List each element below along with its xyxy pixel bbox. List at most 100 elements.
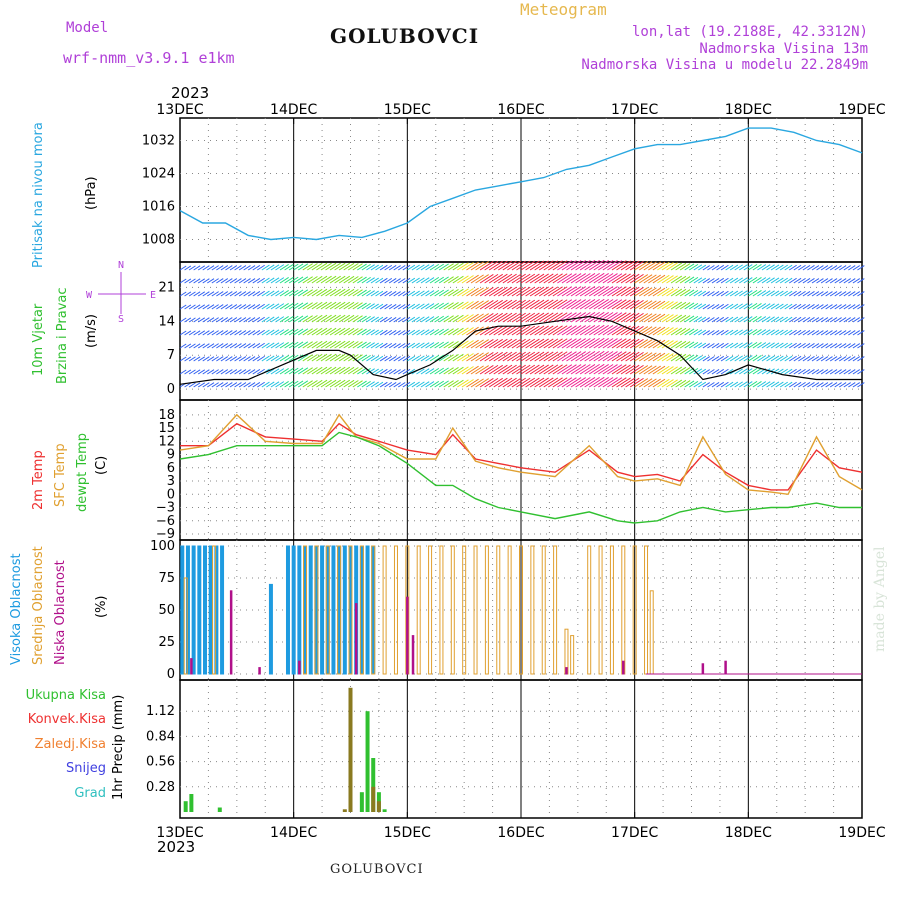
wind-barb [493, 364, 508, 375]
wind-barb [316, 340, 328, 349]
wind-barb [729, 355, 739, 362]
wind-barb [434, 380, 445, 388]
wind-barb [216, 356, 224, 362]
wind-barb [711, 317, 720, 323]
wind-barb [361, 276, 371, 284]
wind-barb [607, 286, 623, 297]
wind-barb [675, 340, 687, 349]
wind-barb [247, 382, 256, 388]
mid-cloud-bar [496, 545, 501, 675]
wind-barb [275, 264, 285, 271]
wind-barb [361, 289, 371, 297]
wind-barb [393, 278, 401, 284]
wind-barb [188, 330, 196, 336]
wind-barb [466, 339, 479, 349]
wind-barb [479, 352, 494, 362]
wind-barb [507, 351, 522, 362]
wind-barb [507, 364, 522, 375]
wind-barb [552, 312, 568, 323]
wind-unit: (m/s) [84, 314, 99, 348]
x-tick-label-top: 14DEC [270, 102, 317, 118]
wind-barb [275, 329, 285, 336]
wind-barb [598, 338, 614, 349]
wind-barb [443, 328, 454, 336]
wind-barb [707, 304, 715, 310]
wind-barb [707, 265, 715, 271]
wind-barb [716, 316, 725, 323]
y-tick-label: 1008 [142, 233, 175, 248]
wind-barb [666, 262, 678, 271]
wind-barb [802, 265, 811, 271]
wind-barb [247, 304, 256, 310]
wind-barb [502, 299, 517, 310]
wind-barb [275, 290, 285, 297]
wind-barb [229, 369, 238, 375]
wind-barb [638, 287, 653, 297]
wind-barb [579, 299, 596, 310]
wind-barb [857, 304, 865, 310]
wind-barb [288, 380, 299, 388]
wind-barb [379, 355, 388, 362]
wind-barb [447, 314, 459, 323]
wind-barb [452, 288, 464, 297]
wind-barb [197, 382, 206, 388]
wind-barb [443, 263, 454, 271]
wind-barb [420, 290, 430, 297]
wind-barb [643, 313, 657, 323]
wind-barb [793, 303, 802, 310]
high-cloud-bar [203, 545, 208, 675]
wind-barb [443, 276, 454, 284]
wind-barb [266, 277, 275, 284]
wind-barb [234, 278, 242, 284]
high-cloud-bar [365, 545, 370, 675]
wind-barb [779, 381, 789, 388]
wind-barb [293, 289, 304, 297]
wind-barb [457, 262, 469, 271]
wind-barb [411, 329, 420, 336]
wind-barb [548, 377, 563, 388]
wind-barb [684, 289, 695, 297]
wind-barb [629, 364, 644, 375]
wind-barb [202, 291, 210, 297]
wind-barb [366, 355, 375, 362]
wind-barb [493, 338, 508, 349]
wind-barb [416, 368, 425, 375]
wind-barb [688, 276, 699, 284]
wind-barb [261, 329, 270, 336]
wind-barb [566, 351, 582, 362]
wind-barb [548, 260, 563, 271]
wind-barb [561, 325, 577, 336]
wind-barb [738, 277, 748, 284]
wind-barb [707, 369, 715, 375]
wind-barb [670, 275, 683, 284]
wind-barb [361, 328, 371, 336]
wind-barb [261, 290, 270, 297]
wind-barb [570, 273, 586, 284]
wind-barb [611, 338, 627, 349]
wind-barb [743, 355, 753, 362]
wind-barb [416, 316, 425, 323]
wind-barb [357, 367, 367, 375]
wind-barb [188, 382, 196, 388]
wind-barb [202, 369, 210, 375]
wind-barb [361, 380, 371, 388]
wind-barb [838, 369, 847, 375]
wind-barb [184, 369, 192, 375]
wind-barb [529, 364, 545, 375]
low-cloud-bar [190, 658, 193, 675]
y-tick-label: 0 [167, 667, 175, 682]
wind-barb [593, 337, 609, 349]
wind-barb [320, 327, 332, 336]
wind-barb [752, 381, 762, 388]
wind-barb [529, 273, 545, 284]
wind-barb [325, 327, 337, 336]
wind-barb [584, 324, 600, 336]
wind-barb [652, 378, 666, 388]
wind-barb [798, 290, 806, 297]
wind-barb [357, 328, 367, 336]
wind-barb [675, 366, 687, 375]
wind-barb [620, 286, 636, 297]
wind-barb [775, 342, 784, 349]
wind-barb [429, 354, 440, 362]
wind-barb [197, 356, 206, 362]
